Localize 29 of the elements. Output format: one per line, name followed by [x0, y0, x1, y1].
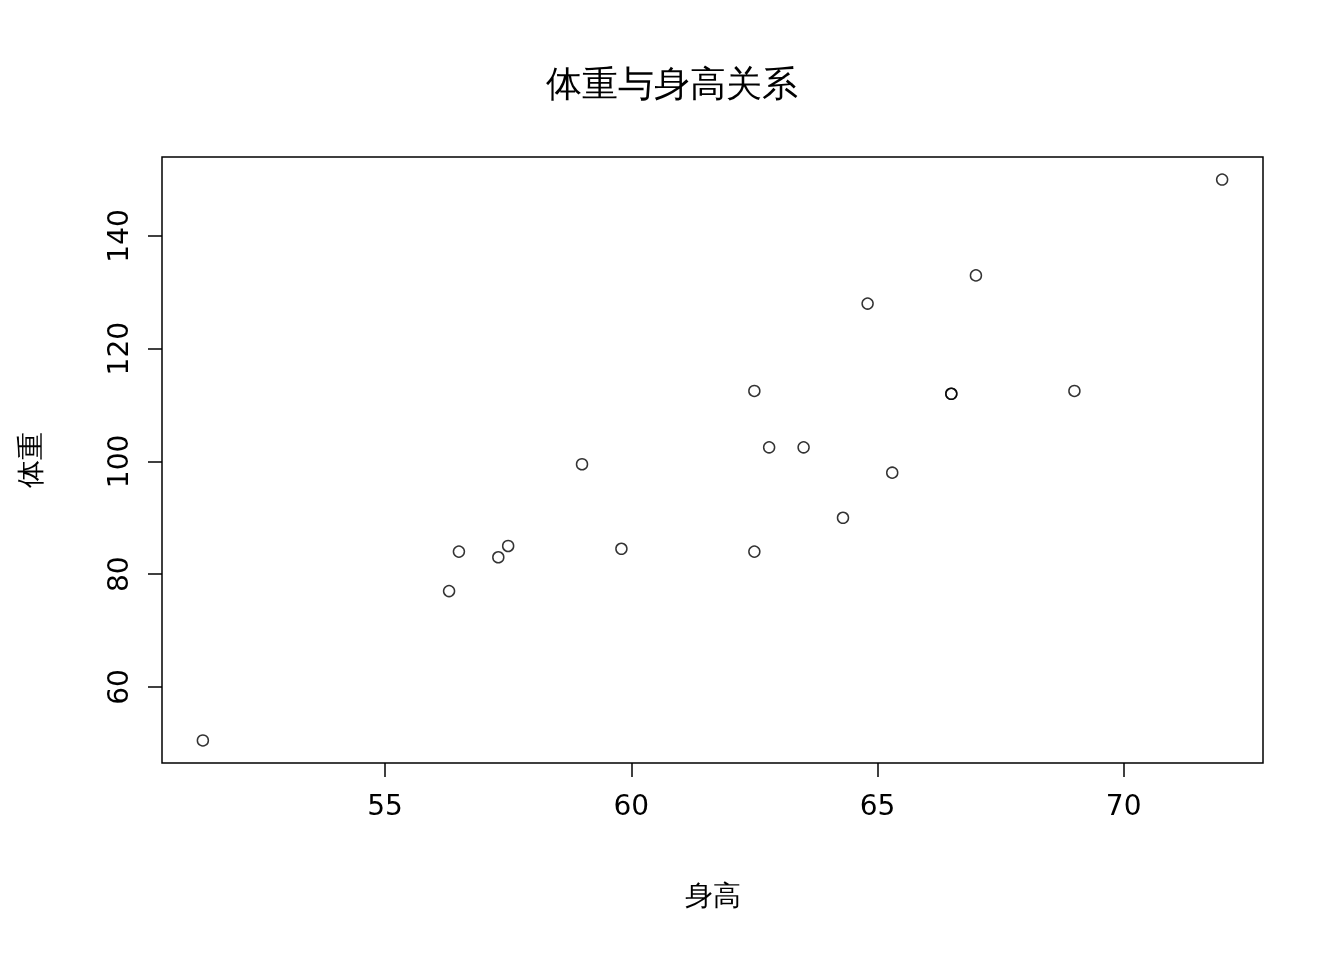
chart-title: 体重与身高关系	[546, 62, 798, 104]
y-tick-label: 60	[101, 669, 135, 705]
point	[748, 545, 761, 558]
point	[501, 539, 515, 553]
y-tick-label: 120	[101, 321, 135, 376]
point	[452, 545, 466, 558]
x-tick-label: 60	[613, 788, 650, 822]
x-tick-label: 55	[367, 788, 403, 822]
point	[575, 457, 589, 471]
point	[615, 542, 628, 556]
point	[1068, 384, 1081, 398]
point	[969, 269, 983, 282]
y-tick-label: 140	[101, 209, 135, 263]
y-tick-label: 80	[101, 556, 135, 592]
point	[797, 441, 810, 454]
point	[1215, 173, 1229, 186]
point	[762, 441, 776, 454]
y-axis-title: 体重	[13, 432, 47, 488]
point	[885, 466, 899, 479]
x-tick-label: 70	[1105, 788, 1142, 822]
point	[442, 584, 456, 598]
point	[836, 511, 850, 525]
point	[492, 550, 505, 564]
point	[196, 734, 210, 747]
x-axis-title: 身高	[684, 878, 741, 912]
x-tick-label: 65	[859, 788, 896, 822]
point	[748, 384, 761, 398]
y-tick-label: 100	[101, 434, 135, 489]
point	[861, 297, 874, 310]
